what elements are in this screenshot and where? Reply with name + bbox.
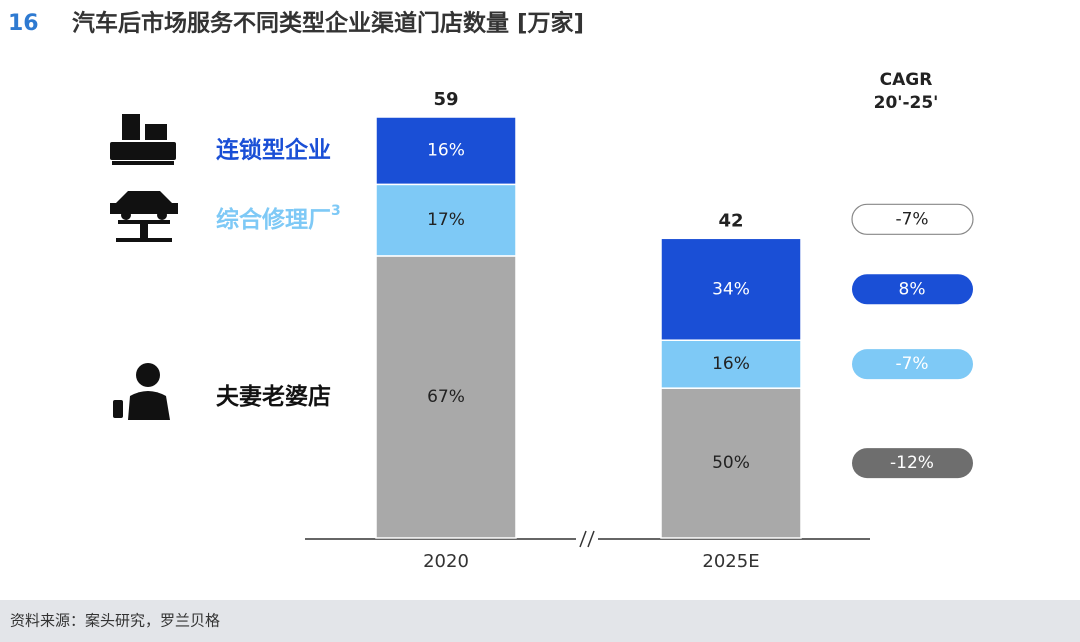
legend-name: 夫妻老婆店 [216,382,331,409]
source: 资料来源：案头研究，罗兰贝格 [10,612,220,630]
x-tick-label: 2025E [702,551,759,572]
value-label: 67% [427,387,465,407]
cagr-pill [851,203,974,235]
value-label: 16% [427,141,465,161]
cagr-label: -7% [895,209,928,229]
total-label: 42 [718,210,743,231]
icon-mechanic [113,363,170,420]
cagr-pill [852,448,973,479]
bar-segment [375,255,517,539]
total-label: 59 [433,89,458,110]
cagr-title: CAGR [880,70,933,90]
value-label: 17% [427,210,465,230]
break-mark [579,530,587,548]
legend-footnote: 3 [331,203,341,219]
cagr-label: -12% [890,453,934,473]
cagr-period: 20'-25' [874,93,939,113]
chart-title: 汽车后市场服务不同类型企业渠道门店数量 [万家] [72,10,584,37]
value-label: 16% [712,354,750,374]
break-mark [587,530,595,548]
value-label: 50% [712,453,750,473]
cagr-pill [852,349,973,380]
bar-segment [660,237,802,341]
chart-number: 16 [8,11,39,36]
cagr-pill [852,274,973,305]
bar-segment [375,183,517,257]
legend-name: 综合修理厂 [216,206,331,233]
legend-label: 综合修理厂3 [216,203,341,233]
bar-segment [660,339,802,389]
cagr-label: 8% [899,279,926,299]
bar-segment [375,116,517,186]
icon-lift [110,191,178,242]
legend-label: 连锁型企业 [216,136,331,163]
source-band [0,600,1080,642]
legend-name: 连锁型企业 [216,136,331,163]
x-tick-label: 2020 [423,551,469,572]
cagr-label: -7% [895,354,928,374]
icon-register [110,114,176,165]
break-gap [576,530,598,548]
value-label: 34% [712,279,750,299]
legend-label: 夫妻老婆店 [216,382,331,409]
